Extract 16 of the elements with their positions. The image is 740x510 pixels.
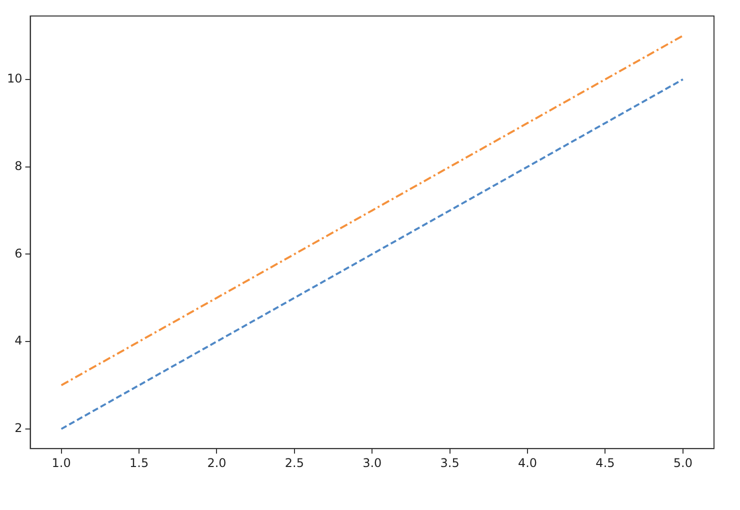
- y-tick-label: 10: [6, 71, 22, 86]
- x-tick-label: 1.5: [130, 456, 149, 470]
- x-tick-label: 3.0: [362, 456, 382, 470]
- y-tick-label: 2: [14, 421, 22, 436]
- x-tick-label: 4.5: [596, 456, 615, 470]
- y-tick-label: 8: [14, 158, 22, 173]
- y-tick-label: 4: [14, 334, 22, 348]
- y-tick-label: 6: [14, 246, 22, 260]
- x-tick-label: 1.0: [52, 456, 71, 470]
- x-tick-label: 3.5: [440, 456, 460, 470]
- x-tick-label: 2.5: [284, 456, 304, 470]
- x-tick-label: 5.0: [673, 456, 692, 470]
- line-series: [60, 78, 684, 430]
- line-series: [60, 34, 684, 386]
- x-tick-label: 2.0: [207, 456, 226, 470]
- x-tick-label: 4.0: [518, 456, 538, 470]
